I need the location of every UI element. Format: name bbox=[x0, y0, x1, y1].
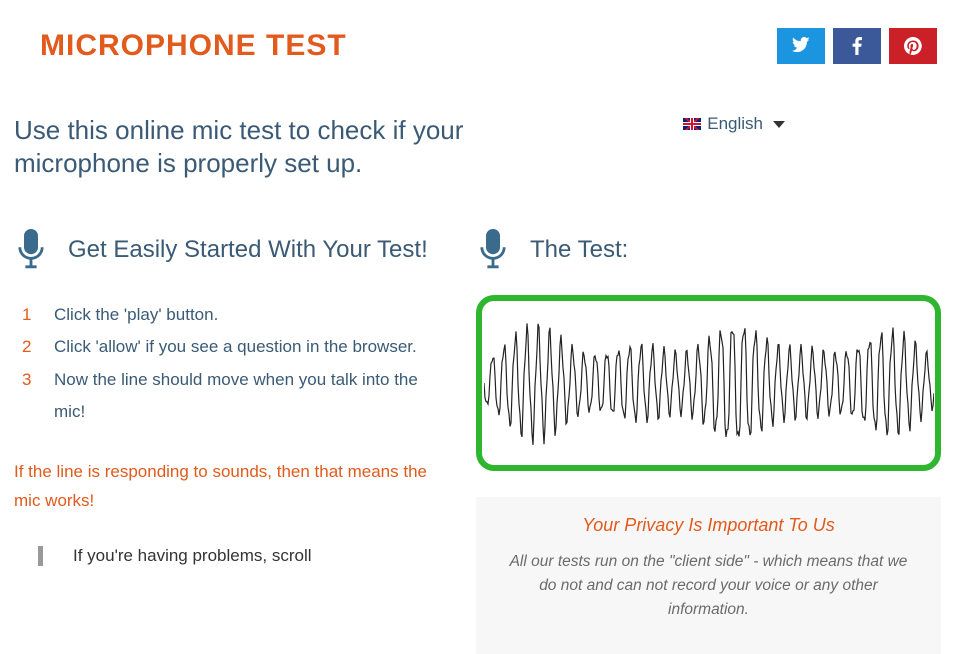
uk-flag-icon bbox=[683, 118, 701, 130]
pinterest-icon bbox=[904, 37, 922, 55]
language-selector[interactable]: English bbox=[683, 114, 915, 134]
get-started-title: Get Easily Started With Your Test! bbox=[68, 236, 428, 264]
page-title: MICROPHONE TEST bbox=[40, 29, 347, 63]
twitter-share-button[interactable] bbox=[777, 28, 825, 64]
troubleshoot-note: If you're having problems, scroll bbox=[38, 546, 446, 566]
facebook-icon bbox=[852, 37, 862, 55]
language-label: English bbox=[707, 114, 763, 134]
privacy-panel: Your Privacy Is Important To Us All our … bbox=[476, 497, 941, 654]
privacy-body: All our tests run on the "client side" -… bbox=[500, 550, 917, 622]
microphone-icon bbox=[14, 229, 48, 271]
the-test-title: The Test: bbox=[530, 236, 628, 264]
step-item: Now the line should move when you talk i… bbox=[54, 364, 446, 429]
tagline: Use this online mic test to check if you… bbox=[14, 114, 534, 179]
microphone-icon bbox=[476, 229, 510, 271]
waveform-display[interactable] bbox=[476, 295, 941, 471]
facebook-share-button[interactable] bbox=[833, 28, 881, 64]
chevron-down-icon bbox=[773, 121, 785, 128]
step-item: Click the 'play' button. bbox=[54, 299, 218, 331]
twitter-icon bbox=[792, 37, 810, 55]
step-item: Click 'allow' if you see a question in t… bbox=[54, 331, 417, 363]
mic-works-note: If the line is responding to sounds, the… bbox=[14, 458, 446, 516]
waveform-icon bbox=[484, 303, 934, 463]
pinterest-share-button[interactable] bbox=[889, 28, 937, 64]
social-share-bar bbox=[777, 28, 937, 64]
steps-list: Click the 'play' button. Click 'allow' i… bbox=[14, 299, 446, 428]
privacy-title: Your Privacy Is Important To Us bbox=[500, 515, 917, 536]
